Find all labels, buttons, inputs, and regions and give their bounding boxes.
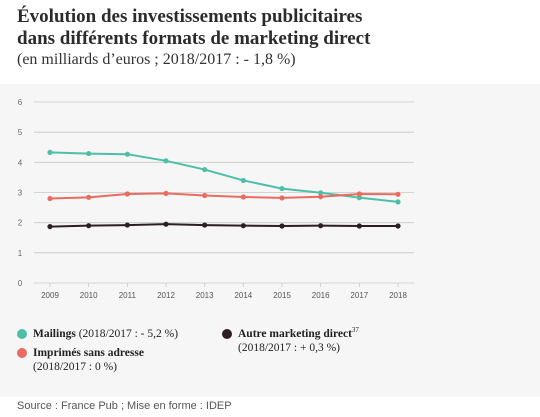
- data-point-autre-2012: [163, 221, 169, 227]
- legend-mailings-change: (2018/2017 : - 5,2 %): [75, 328, 179, 340]
- chart-title: Évolution des investissements publicitai…: [17, 6, 527, 50]
- legend-swatch-autre: [222, 329, 232, 339]
- legend-mailings: Mailings (2018/2017 : - 5,2 %): [17, 327, 178, 341]
- legend-autre: Autre marketing direct37 (2018/2017 : + …: [222, 327, 359, 355]
- data-point-mailings-2014: [240, 177, 246, 184]
- data-point-autre-2017: [356, 223, 362, 229]
- data-point-autre-2018: [395, 223, 401, 229]
- data-point-autre-2013: [202, 222, 208, 228]
- legend-mailings-name: Mailings: [33, 328, 76, 340]
- data-point-mailings-2011: [124, 151, 130, 157]
- x-tick-label-2016: 2016: [312, 291, 330, 300]
- legend-imprimes-change: (2018/2017 : 0 %): [33, 361, 118, 373]
- data-point-autre-2014: [240, 223, 246, 229]
- data-point-autre-2010: [86, 223, 92, 229]
- x-tick-label-2011: 2011: [119, 291, 137, 300]
- data-point-mailings-2009: [47, 149, 53, 155]
- line-chart: 0 1 2 3 4 5 6 2009 2010 2011 2012 2013 2014 2015 2016 2…: [18, 98, 414, 300]
- x-tick-label-2017: 2017: [350, 291, 368, 300]
- x-tick-label-2018: 2018: [389, 291, 407, 300]
- data-point-autre-2016: [318, 223, 324, 229]
- chart-subtitle: (en milliards d’euros ; 2018/2017 : - 1,…: [17, 51, 296, 68]
- x-tick-label-2012: 2012: [157, 291, 175, 300]
- data-point-imprimes-2013: [202, 192, 208, 199]
- data-point-imprimes-2017: [356, 191, 362, 197]
- x-tick-label-2009: 2009: [41, 291, 59, 300]
- data-point-imprimes-2010: [86, 194, 92, 200]
- x-tick-label-2015: 2015: [273, 291, 291, 300]
- data-point-mailings-2013: [202, 166, 208, 173]
- legend-imprimes: Imprimés sans adresse (2018/2017 : 0 %): [17, 346, 144, 374]
- data-point-mailings-2017: [356, 195, 362, 201]
- y-tick-label-2: 2: [18, 219, 23, 228]
- data-point-autre-2009: [47, 223, 53, 230]
- data-point-imprimes-2011: [124, 191, 130, 197]
- data-point-mailings-2010: [86, 150, 92, 157]
- data-point-imprimes-2012: [163, 190, 169, 197]
- legend-autre-name: Autre marketing direct: [238, 328, 352, 340]
- data-point-autre-2015: [279, 223, 285, 229]
- x-tick-label-2013: 2013: [196, 291, 214, 300]
- y-tick-label-1: 1: [18, 249, 23, 258]
- legend-imprimes-name: Imprimés sans adresse: [33, 347, 144, 359]
- y-tick-label-0: 0: [18, 279, 23, 288]
- data-point-mailings-2016: [318, 190, 324, 196]
- data-point-imprimes-2016: [318, 194, 324, 200]
- series-line-autre: [49, 223, 398, 228]
- series-line-imprimes: [49, 192, 399, 200]
- legend-autre-change: (2018/2017 : + 0,3 %): [238, 342, 340, 354]
- legend-autre-footnote: 37: [351, 326, 359, 335]
- data-point-mailings-2015: [279, 185, 285, 192]
- data-point-imprimes-2018: [395, 191, 401, 197]
- chart-title-line-1: Évolution des investissements publicitai…: [17, 6, 363, 27]
- legend-swatch-imprimes: [17, 348, 27, 358]
- data-point-mailings-2012: [163, 158, 169, 164]
- data-point-imprimes-2014: [240, 194, 246, 200]
- x-tick-label-2014: 2014: [234, 291, 252, 300]
- legend-swatch-mailings: [17, 329, 27, 339]
- y-tick-label-6: 6: [18, 98, 23, 107]
- y-tick-label-3: 3: [18, 189, 23, 198]
- y-tick-label-4: 4: [18, 158, 23, 167]
- data-point-imprimes-2009: [47, 195, 53, 202]
- x-tick-label-2010: 2010: [80, 291, 98, 300]
- data-point-mailings-2018: [395, 199, 401, 205]
- chart-title-line-2: dans différents formats de marketing dir…: [17, 28, 371, 49]
- source-note: Source : France Pub ; Mise en forme : ID…: [17, 400, 232, 412]
- data-point-autre-2011: [124, 222, 130, 228]
- data-point-imprimes-2015: [279, 195, 285, 201]
- chart-panel: 0 1 2 3 4 5 6 2009 2010 2011 2012 2013 2014 2015 2016 2…: [0, 84, 540, 397]
- y-tick-label-5: 5: [18, 128, 23, 137]
